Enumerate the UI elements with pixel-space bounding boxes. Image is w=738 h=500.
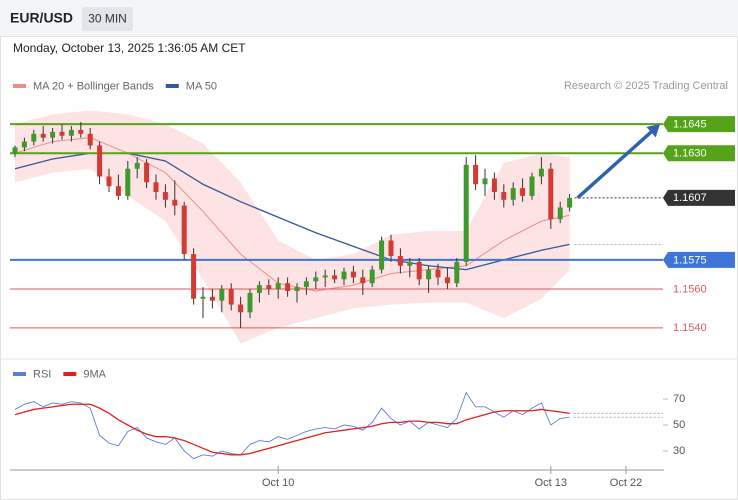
level-label: 1.1540 xyxy=(673,322,707,334)
legend-swatch xyxy=(13,84,26,88)
candle-body xyxy=(379,240,385,270)
candle-body xyxy=(444,277,450,284)
level-tag xyxy=(663,189,735,206)
candle-body xyxy=(294,287,300,291)
candle-body xyxy=(313,277,319,282)
legend-label: MA 50 xyxy=(186,80,217,92)
candle-body xyxy=(59,131,65,136)
candle-body xyxy=(115,186,121,196)
candle-body xyxy=(153,182,159,193)
candle-body xyxy=(134,162,140,169)
candle-body xyxy=(397,256,403,266)
candle-body xyxy=(12,147,18,154)
y-tick-label: 30 xyxy=(673,445,685,457)
candle-body xyxy=(106,176,112,187)
candle-body xyxy=(388,240,394,257)
candle-body xyxy=(50,131,56,138)
candle-body xyxy=(529,176,535,196)
legend-swatch xyxy=(165,84,179,88)
candle-body xyxy=(31,133,37,142)
candle-body xyxy=(228,289,234,305)
candle-body xyxy=(191,254,197,299)
candle-body xyxy=(209,296,215,301)
candle-body xyxy=(548,168,554,220)
forecast-arrowhead xyxy=(646,124,660,138)
candle-body xyxy=(567,197,573,208)
legend-label: 9MA xyxy=(83,368,106,380)
candle-body xyxy=(125,168,131,196)
candle-body xyxy=(407,261,413,266)
candle-body xyxy=(144,162,150,183)
candle-body xyxy=(219,289,225,301)
level-tag xyxy=(663,145,735,162)
candle-body xyxy=(463,164,469,262)
candle-body xyxy=(538,168,544,177)
candle-body xyxy=(172,199,178,206)
level-tag xyxy=(663,116,735,133)
legend-swatch xyxy=(13,372,26,376)
level-label: 1.1607 xyxy=(673,192,707,204)
y-tick-label: 50 xyxy=(673,419,685,431)
candle-body xyxy=(482,178,488,185)
candle-body xyxy=(256,285,262,293)
candle-body xyxy=(322,275,328,278)
candle-body xyxy=(557,207,563,220)
level-label: 1.1560 xyxy=(673,283,707,295)
candle-body xyxy=(426,269,432,280)
candle-body xyxy=(238,304,244,313)
level-label: 1.1575 xyxy=(673,254,707,266)
candle-body xyxy=(87,133,93,146)
legend-label: RSI xyxy=(33,368,51,380)
candle-body xyxy=(162,192,168,200)
candle-body xyxy=(97,145,103,177)
candle-body xyxy=(266,285,272,290)
candle-body xyxy=(332,275,338,280)
interval-label[interactable]: 30 MIN xyxy=(88,12,127,26)
candle-body xyxy=(416,261,422,280)
candle-body xyxy=(21,141,27,148)
candle-body xyxy=(369,269,375,284)
candle-body xyxy=(181,205,187,255)
candle-body xyxy=(360,277,366,284)
bollinger-band xyxy=(15,110,570,344)
interval-button[interactable] xyxy=(82,7,133,31)
candle-body xyxy=(350,271,356,278)
level-tag xyxy=(663,251,735,268)
level-label: 1.1645 xyxy=(673,119,707,131)
candle-body xyxy=(491,178,497,193)
timestamp: Monday, October 13, 2025 1:36:05 AM CET xyxy=(13,41,246,55)
forecast-arrow xyxy=(576,130,653,200)
candle-body xyxy=(78,129,84,134)
candle-body xyxy=(473,164,479,185)
level-label: 1.1630 xyxy=(673,148,707,160)
legend-label: MA 20 + Bollinger Bands xyxy=(33,80,154,92)
symbol: EUR/USD xyxy=(10,10,73,26)
candle-body xyxy=(501,192,507,200)
x-tick-label: Oct 22 xyxy=(610,477,642,489)
legend-swatch xyxy=(63,372,77,376)
rsi-line xyxy=(14,403,570,456)
rsi-line xyxy=(14,391,570,460)
candle-body xyxy=(510,188,516,200)
candle-body xyxy=(520,188,526,196)
candle-body xyxy=(275,283,281,290)
candle-body xyxy=(454,261,460,284)
x-tick-label: Oct 10 xyxy=(262,477,294,489)
candle-body xyxy=(40,133,46,138)
candle-body xyxy=(247,292,253,313)
credit: Research © 2025 Trading Central xyxy=(564,80,728,92)
x-tick-label: Oct 13 xyxy=(535,477,567,489)
candle-body xyxy=(68,129,74,136)
candle-body xyxy=(303,281,309,288)
candle-body xyxy=(285,283,291,291)
candle-body xyxy=(435,269,441,278)
y-tick-label: 70 xyxy=(673,393,685,405)
candle-body xyxy=(200,296,206,299)
candle-body xyxy=(341,271,347,280)
